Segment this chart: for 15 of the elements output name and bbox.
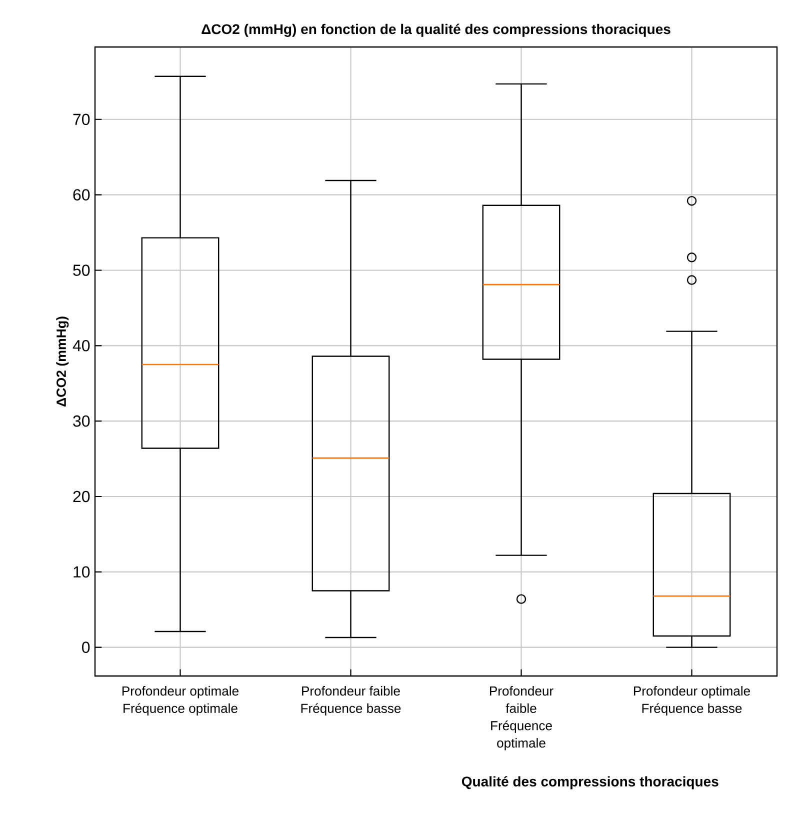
y-tick-label: 10 — [74, 566, 90, 578]
y-tick-label: 20 — [73, 490, 90, 502]
x-tick-label: Profondeur optimale Fréquence optimale — [122, 686, 238, 716]
y-tick-label: 0 — [82, 642, 90, 653]
x-tick-label: Profondeur faible Fréquence basse — [301, 686, 401, 716]
chart-title: ΔCO2 (mmHg) en fonction de la qualité des compressions thoraciques — [202, 24, 670, 37]
x-tick-label: Profondeur optimale Fréquence basse — [634, 686, 750, 716]
y-tick-label: 60 — [73, 189, 90, 200]
y-tick-label: 50 — [73, 264, 90, 276]
y-tick-label: 40 — [72, 340, 90, 352]
x-axis-title: Qualité des compressions thoraciques — [462, 776, 718, 790]
y-tick-label: 30 — [73, 415, 90, 427]
x-tick-label: Profondeur faible Fréquence optimale — [490, 686, 554, 750]
y-tick-label: 70 — [73, 114, 90, 126]
y-axis-title: ΔCO2 (mmHg) — [56, 316, 69, 406]
